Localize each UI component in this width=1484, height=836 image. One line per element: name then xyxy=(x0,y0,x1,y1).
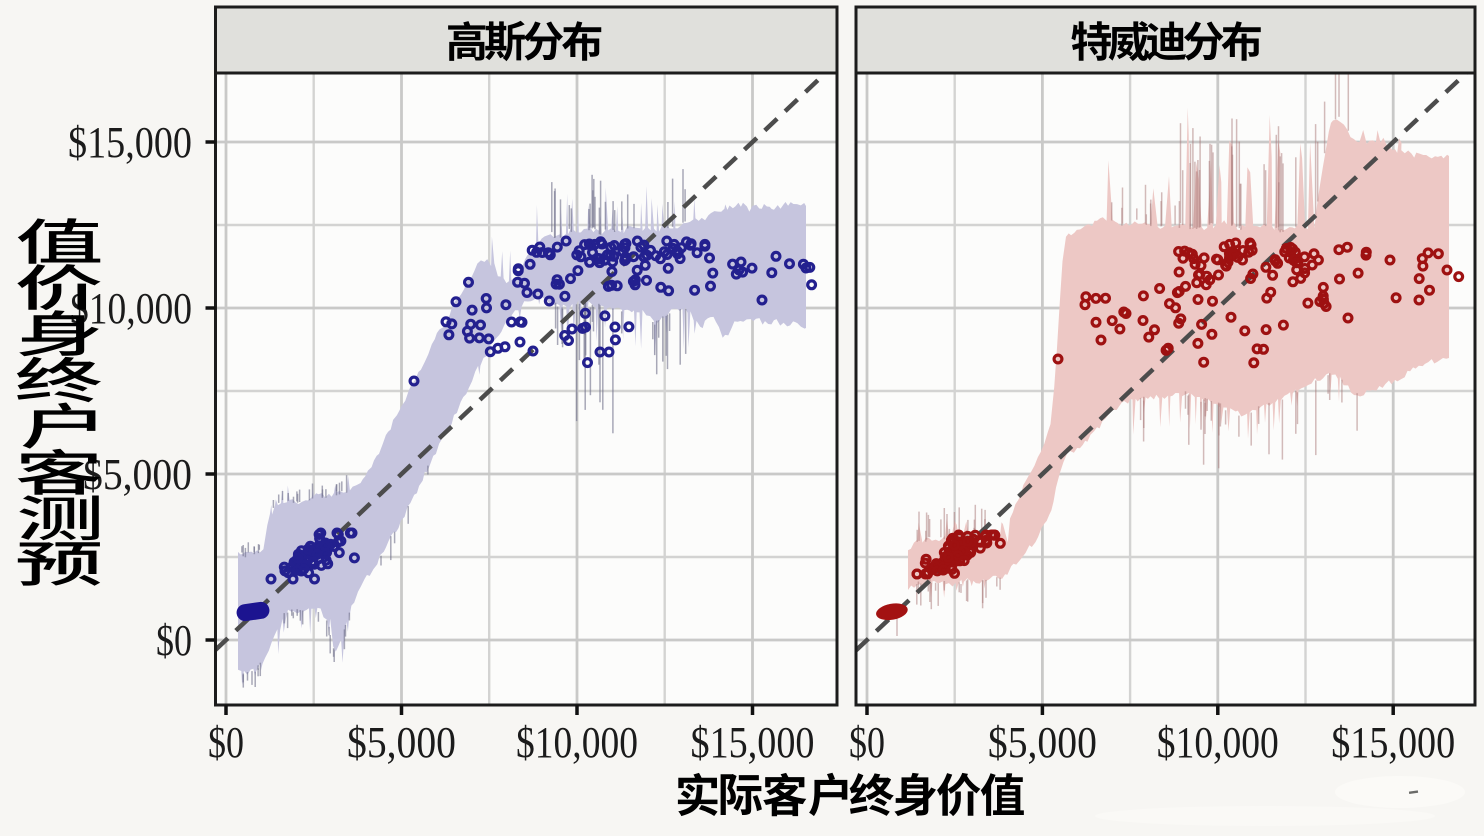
svg-text:$15,000: $15,000 xyxy=(1331,718,1455,767)
svg-text:$5,000: $5,000 xyxy=(83,450,192,499)
svg-text:$10,000: $10,000 xyxy=(516,718,638,767)
svg-text:$5,000: $5,000 xyxy=(988,718,1097,767)
svg-text:$0: $0 xyxy=(156,616,192,665)
svg-text:$0: $0 xyxy=(849,718,885,767)
svg-text:$10,000: $10,000 xyxy=(70,284,192,333)
svg-text:$15,000: $15,000 xyxy=(68,118,192,167)
svg-text:$0: $0 xyxy=(208,718,244,767)
svg-text:$10,000: $10,000 xyxy=(1157,718,1279,767)
svg-text:$5,000: $5,000 xyxy=(347,718,456,767)
svg-text:$15,000: $15,000 xyxy=(691,718,815,767)
